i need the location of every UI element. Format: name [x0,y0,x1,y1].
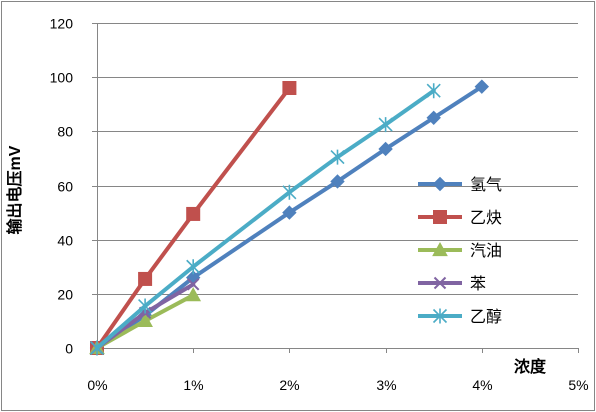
legend-item: 乙炔 [418,209,502,227]
legend-marker [432,176,448,192]
data-point [185,287,202,302]
x-axis-title: 浓度 [514,357,547,376]
series-layer [89,79,490,356]
legend-item: 乙醇 [418,308,502,326]
data-point [89,340,105,356]
legend-marker [432,308,448,324]
y-tick-label: 40 [57,233,73,249]
y-axis-title: 输出电压mV [5,145,24,234]
data-point [330,149,345,165]
y-tick-label: 60 [57,179,73,195]
legend-marker [432,241,448,257]
legend-item: 苯 [418,275,486,293]
axes: 0 20 40 60 80 100 120 0% 1% 2% 3% 4% 5% [50,16,589,394]
data-point [282,81,297,95]
data-point [426,110,441,125]
legend-marker [433,276,447,290]
data-point [137,312,153,328]
y-tick-label: 100 [50,70,74,86]
x-tick-label: 2% [279,377,299,393]
data-point [138,298,153,314]
legend-label: 苯 [470,275,486,293]
data-point [474,79,490,94]
legend-item: 汽油 [418,241,502,260]
x-tick-label: 5% [568,377,588,393]
data-point [186,278,200,291]
series-line [95,86,292,350]
data-point [282,205,297,220]
data-point [186,206,201,221]
legend-label: 汽油 [470,242,502,260]
data-point [186,259,201,275]
legend-label: 乙醇 [470,308,502,326]
legend-item: 氢气 [418,176,502,194]
x-tick-label: 0% [87,377,107,393]
data-point [138,271,153,286]
x-tick-label: 1% [183,377,203,393]
y-tick-label: 0 [65,341,73,357]
legend-label: 乙炔 [470,209,502,227]
y-tick-label: 80 [57,124,73,140]
x-tick-label: 4% [472,377,492,393]
legend-marker [433,210,447,224]
legend-label: 氢气 [470,176,502,194]
y-tick-label: 20 [57,287,73,303]
data-point [330,174,345,189]
data-point [426,83,441,99]
y-tick-label: 120 [50,16,74,32]
data-point [378,117,393,133]
data-point [378,141,393,157]
x-tick-label: 3% [376,377,396,393]
series-5 [89,83,441,356]
data-point [282,184,297,200]
